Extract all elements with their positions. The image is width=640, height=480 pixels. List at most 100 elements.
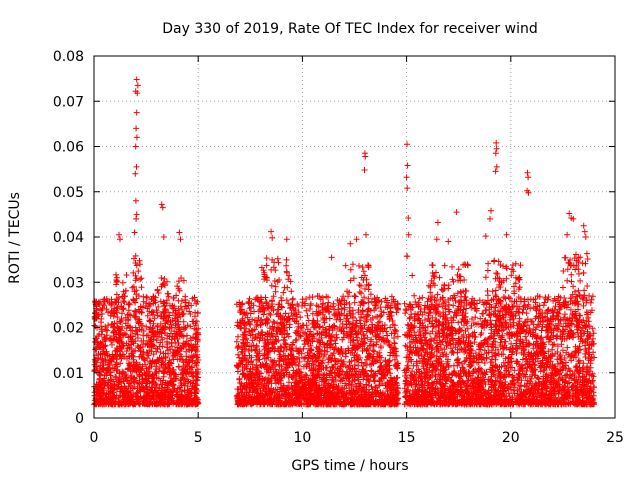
data-point <box>187 323 194 330</box>
data-point <box>193 400 199 406</box>
data-point <box>158 385 165 392</box>
data-point <box>130 269 137 276</box>
data-point <box>146 300 153 307</box>
data-point <box>93 359 100 366</box>
data-point <box>188 337 194 344</box>
data-point <box>170 294 177 301</box>
data-point <box>117 318 124 325</box>
data-point <box>193 370 200 377</box>
data-point <box>123 325 130 332</box>
data-point <box>101 381 108 388</box>
data-point <box>114 304 121 311</box>
data-point <box>185 387 192 394</box>
data-point <box>106 357 113 364</box>
data-point <box>117 388 124 395</box>
data-point <box>117 345 124 352</box>
data-point <box>175 297 182 304</box>
data-point <box>97 351 104 357</box>
data-point <box>270 318 277 325</box>
data-point <box>124 398 131 404</box>
data-point <box>128 350 135 357</box>
data-point <box>129 338 136 345</box>
data-point <box>192 341 199 348</box>
data-point <box>129 327 136 334</box>
data-point <box>159 308 166 315</box>
data-point <box>192 352 199 359</box>
data-point <box>176 287 183 294</box>
data-point <box>160 299 167 306</box>
data-point <box>102 323 109 330</box>
data-point <box>145 352 152 359</box>
data-point <box>182 324 189 331</box>
data-point <box>112 348 119 354</box>
data-point <box>130 296 137 303</box>
data-point <box>133 328 140 335</box>
data-point <box>194 359 200 365</box>
data-point <box>194 309 201 316</box>
data-point <box>110 329 117 336</box>
data-point <box>158 330 165 337</box>
data-point <box>118 303 125 310</box>
data-point <box>115 394 122 401</box>
data-point <box>140 343 146 350</box>
data-point <box>168 395 175 402</box>
data-point <box>103 348 110 355</box>
data-point <box>110 378 117 385</box>
data-point <box>165 388 172 395</box>
data-point <box>131 288 138 295</box>
data-point <box>131 255 137 262</box>
data-point <box>146 364 153 371</box>
data-point <box>271 319 278 326</box>
data-point <box>178 275 185 281</box>
data-point <box>181 341 188 347</box>
data-point <box>104 361 111 368</box>
data-point <box>180 333 187 340</box>
data-point <box>144 392 151 399</box>
data-point <box>161 391 168 398</box>
data-point <box>158 361 165 368</box>
data-point <box>182 299 189 306</box>
data-point <box>99 305 106 312</box>
data-point <box>166 325 173 332</box>
data-point <box>138 326 145 333</box>
data-point <box>368 367 375 374</box>
data-point <box>194 331 201 337</box>
data-points <box>91 76 598 408</box>
data-point <box>160 377 166 384</box>
data-point <box>135 268 142 275</box>
data-point <box>113 320 120 327</box>
data-point <box>146 337 153 344</box>
data-point <box>115 383 122 390</box>
data-point <box>134 385 141 392</box>
data-point <box>143 332 150 339</box>
data-point <box>283 256 290 263</box>
data-point <box>143 383 150 390</box>
data-point <box>185 341 192 348</box>
data-point <box>144 312 151 319</box>
data-point <box>149 328 155 335</box>
data-point <box>162 387 169 394</box>
data-point <box>120 288 127 295</box>
data-point <box>116 325 123 332</box>
data-point <box>108 308 115 315</box>
data-point <box>153 307 160 314</box>
data-point <box>110 313 117 320</box>
data-point <box>172 312 179 319</box>
data-point <box>163 400 170 407</box>
data-point <box>143 323 150 330</box>
data-point <box>165 309 172 316</box>
data-point <box>130 356 137 363</box>
data-point <box>132 307 139 314</box>
data-point <box>101 372 108 379</box>
data-point <box>110 365 116 372</box>
data-point <box>151 388 158 395</box>
data-point <box>105 391 112 398</box>
data-point <box>165 360 172 367</box>
data-point <box>149 371 156 378</box>
data-point <box>186 363 193 370</box>
data-point <box>126 360 132 367</box>
data-point <box>150 392 156 399</box>
data-point <box>141 369 148 376</box>
data-point <box>126 311 132 318</box>
data-point <box>113 367 120 374</box>
